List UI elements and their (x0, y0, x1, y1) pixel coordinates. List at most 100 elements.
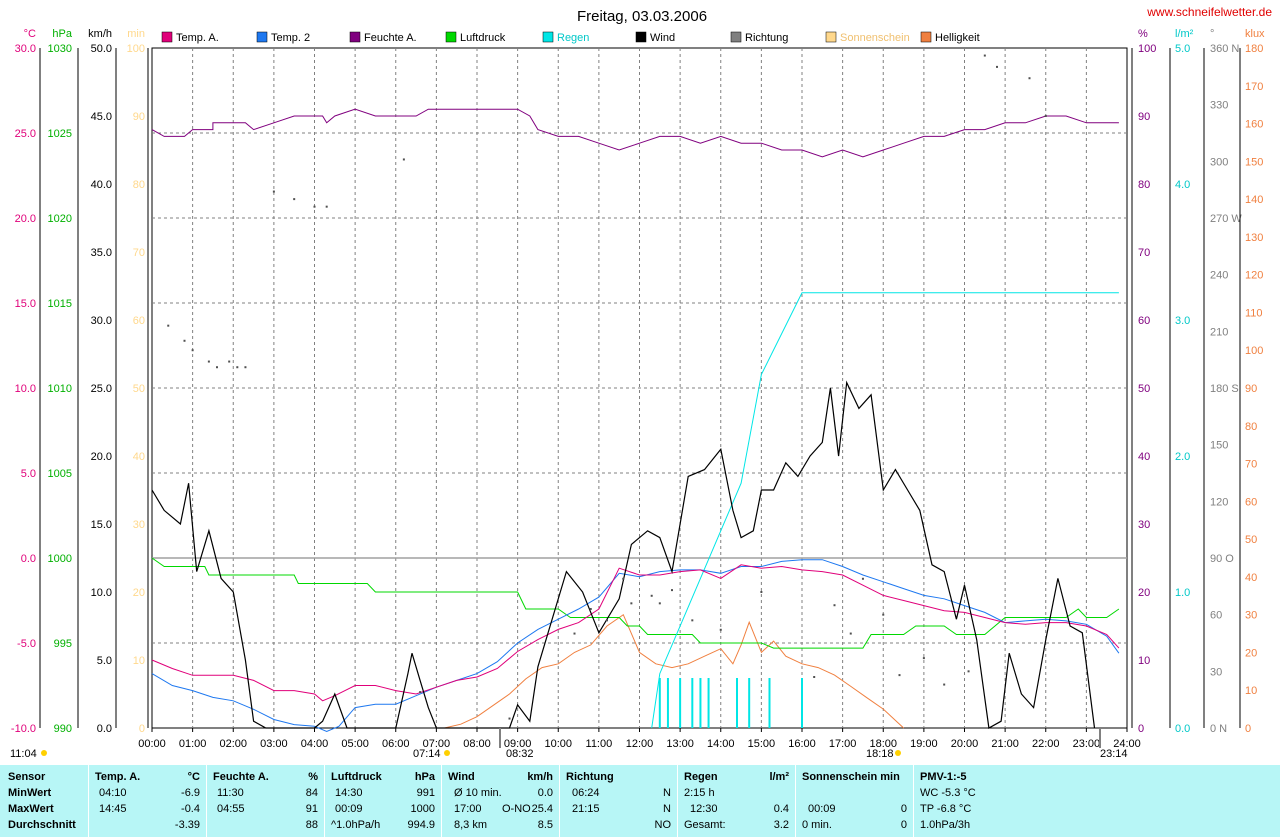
humidity-tick: 0 (1138, 723, 1144, 735)
x-tick-label: 02:00 (219, 738, 247, 750)
legend-swatch (730, 31, 742, 43)
direction-tick: 180 S (1210, 383, 1239, 395)
humidity-tick: 30 (1138, 519, 1150, 531)
humidity-tick: 50 (1138, 383, 1150, 395)
x-tick-label: 19:00 (910, 738, 938, 750)
sun-max-time: 00:09 (808, 803, 836, 815)
direction-point (922, 657, 925, 660)
direction-tick: 240 (1210, 270, 1228, 282)
temp-tick: 5.0 (21, 468, 36, 480)
wind-avg-value: 8.5 (537, 819, 553, 831)
direction-tick: 0 N (1210, 723, 1227, 735)
pmv-trend: 1.0hPa/3h (920, 819, 971, 831)
wind-tick: 20.0 (91, 451, 112, 463)
site-link[interactable]: www.schneifelwetter.de (1146, 5, 1272, 19)
direction-point (719, 628, 722, 631)
temp-max-time: 14:45 (99, 803, 127, 815)
direction-point (630, 602, 633, 605)
direction-point (325, 205, 328, 208)
col-pmv: PMV-1:-5 WC -5.3 °C TP -6.8 °C 1.0hPa/3h (914, 765, 1280, 837)
series-wind (151, 380, 1096, 729)
rain-tick: 1.0 (1175, 587, 1190, 599)
pressure-tick: 1010 (48, 383, 72, 395)
direction-point (236, 366, 239, 369)
direction-point (967, 670, 970, 673)
light-tick: 180 (1245, 43, 1263, 55)
humidity-tick: 60 (1138, 315, 1150, 327)
wind-max-direction: O-NO (502, 803, 531, 815)
legend-label: Regen (557, 32, 589, 44)
pressure-tick: 1000 (48, 553, 72, 565)
legend: Temp. A. Temp. 2 Feuchte A. Luftdruck Regen W… (161, 31, 980, 44)
light-tick: 0 (1245, 723, 1251, 735)
series-luftdruck (151, 557, 1120, 649)
sun-tick: 70 (133, 247, 145, 259)
legend-swatch (542, 31, 554, 43)
wind-min-label: Ø 10 min. (454, 787, 502, 799)
sun-tick: 100 (127, 43, 145, 55)
series-temp-a (151, 564, 1120, 702)
rain-tick: 4.0 (1175, 179, 1190, 191)
press-avg-value: 994.9 (407, 819, 435, 831)
sunset-time: 18:18 (866, 748, 894, 760)
hum-min-time: 11:30 (217, 787, 244, 799)
row-label-max: MaxWert (8, 803, 54, 815)
pressure-tick: 1025 (48, 128, 72, 140)
header-sunshine: Sonnenschein min (802, 771, 900, 783)
x-tick-label: 16:00 (788, 738, 816, 750)
dir-max-time: 21:15 (572, 803, 600, 815)
sun-tick: 80 (133, 179, 145, 191)
header-pmv: PMV-1:-5 (920, 771, 967, 783)
sun-total-label: 0 min. (802, 819, 832, 831)
col-temp: Temp. A. °C 04:10 -6.9 14:45 -0.4 -3.39 (89, 765, 207, 837)
press-min-time: 14:30 (335, 787, 363, 799)
direction-tick: 210 (1210, 326, 1228, 338)
series-feuchte (151, 108, 1119, 158)
light-tick: 20 (1245, 647, 1257, 659)
temp-tick: 20.0 (15, 213, 36, 225)
temp-tick: -10.0 (11, 723, 36, 735)
series-regen (651, 292, 1119, 729)
header-pressure: Luftdruck (331, 771, 382, 783)
temp-tick: 25.0 (15, 128, 36, 140)
light-tick: 170 (1245, 81, 1263, 93)
rain-tick: 2.0 (1175, 451, 1190, 463)
x-tick-label: 08:00 (463, 738, 491, 750)
direction-point (606, 619, 608, 622)
header-rain-unit: l/m² (769, 771, 789, 783)
direction-point (573, 632, 576, 635)
hum-max-time: 04:55 (217, 803, 245, 815)
legend-swatch (445, 31, 457, 43)
direction-point (671, 589, 673, 592)
pressure-unit-label: hPa (52, 28, 72, 40)
temp-max-value: -0.4 (181, 803, 200, 815)
direction-point (658, 602, 661, 605)
direction-tick: 30 (1210, 666, 1222, 678)
col-humidity: Feuchte A. % 11:30 84 04:55 91 88 (207, 765, 325, 837)
header-temp: Temp. A. (95, 771, 141, 783)
pressure-tick: 1020 (48, 213, 72, 225)
x-tick-label: 10:00 (544, 738, 572, 750)
direction-tick: 300 (1210, 156, 1228, 168)
wind-tick: 15.0 (91, 519, 112, 531)
light-tick: 110 (1245, 307, 1263, 319)
direction-tick: 120 (1210, 496, 1228, 508)
direction-tick: 150 (1210, 440, 1228, 452)
sun-tick: 60 (133, 315, 145, 327)
header-rain: Regen (684, 771, 718, 783)
press-max-value: 1000 (410, 803, 435, 815)
wind-tick: 5.0 (97, 655, 112, 667)
row-label-min: MinWert (8, 787, 52, 799)
pmv-windchill: WC -5.3 °C (920, 787, 976, 799)
x-tick-label: 12:00 (626, 738, 654, 750)
x-tick-label: 07:00 (423, 738, 451, 750)
direction-point (650, 594, 653, 597)
dir-min-time: 06:24 (572, 787, 600, 799)
wind-tick: 45.0 (91, 111, 112, 123)
legend-swatch (256, 31, 268, 43)
col-wind: Wind km/h Ø 10 min. 0.0 17:00 O-NO 25.4 … (442, 765, 560, 837)
series-helligkeit (444, 613, 904, 729)
axis-labels: 30.025.020.015.010.05.00.0-5.0-10.0°C103… (11, 28, 1265, 735)
x-tick-label: 20:00 (951, 738, 979, 750)
summary-panel: Sensor MinWert MaxWert Durchschnitt Temp… (0, 765, 1280, 837)
